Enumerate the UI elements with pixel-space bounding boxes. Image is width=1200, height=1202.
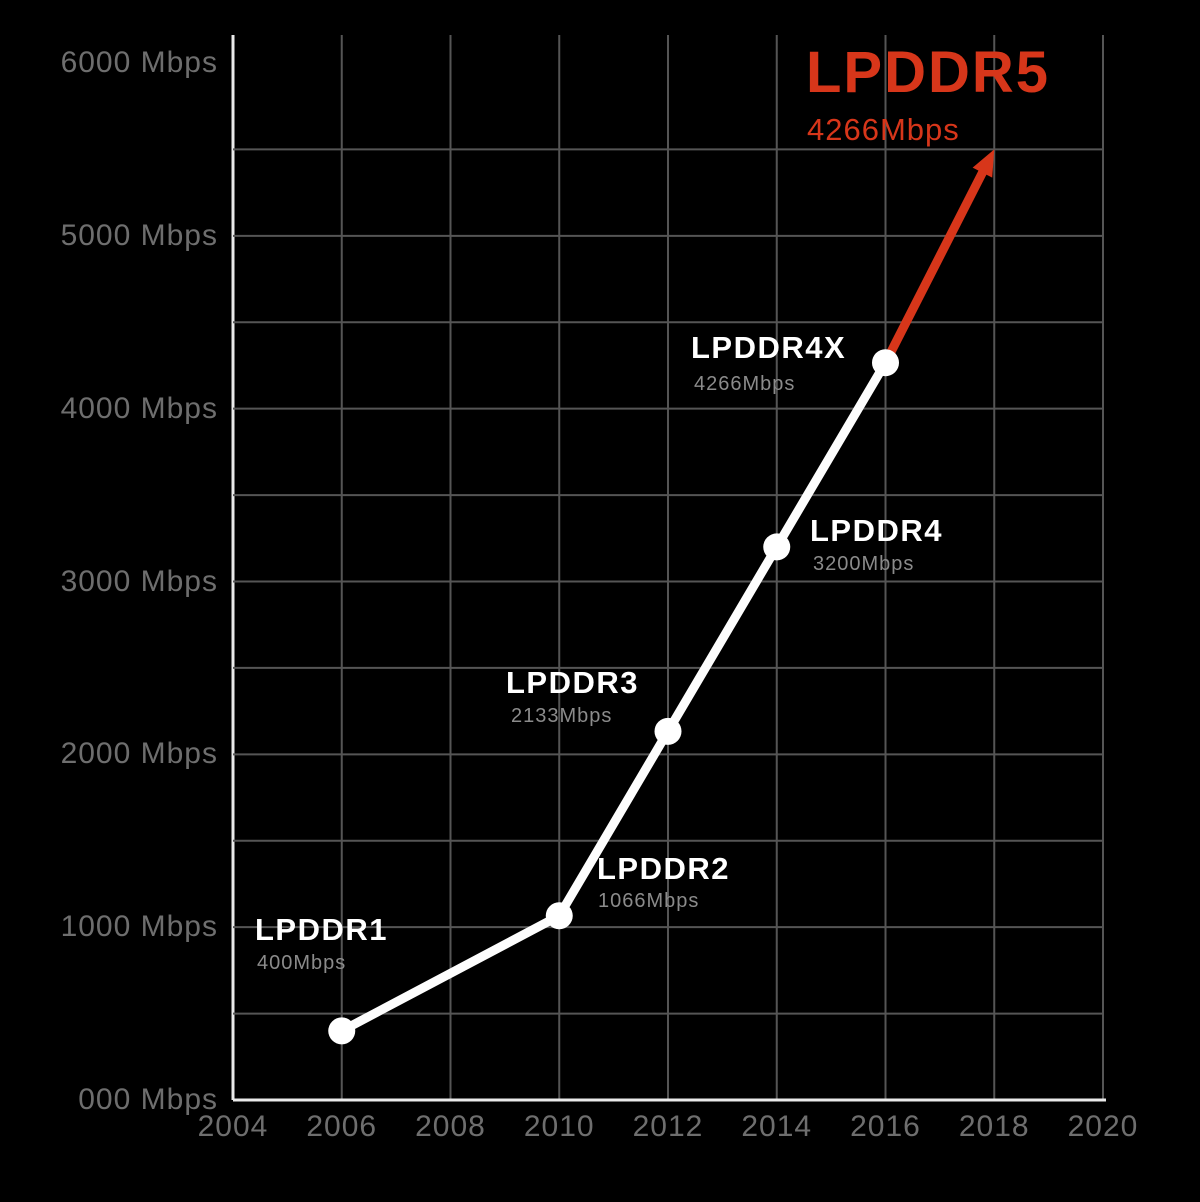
series-line bbox=[337, 358, 890, 1036]
data-point-dot bbox=[763, 533, 791, 561]
data-point-dot bbox=[872, 349, 899, 377]
data-point-dot bbox=[545, 902, 573, 930]
projection-arrowhead bbox=[972, 149, 995, 178]
data-point-dot bbox=[328, 1017, 356, 1045]
data-point-dot bbox=[654, 717, 682, 745]
projection-arrow-shaft bbox=[881, 165, 990, 365]
